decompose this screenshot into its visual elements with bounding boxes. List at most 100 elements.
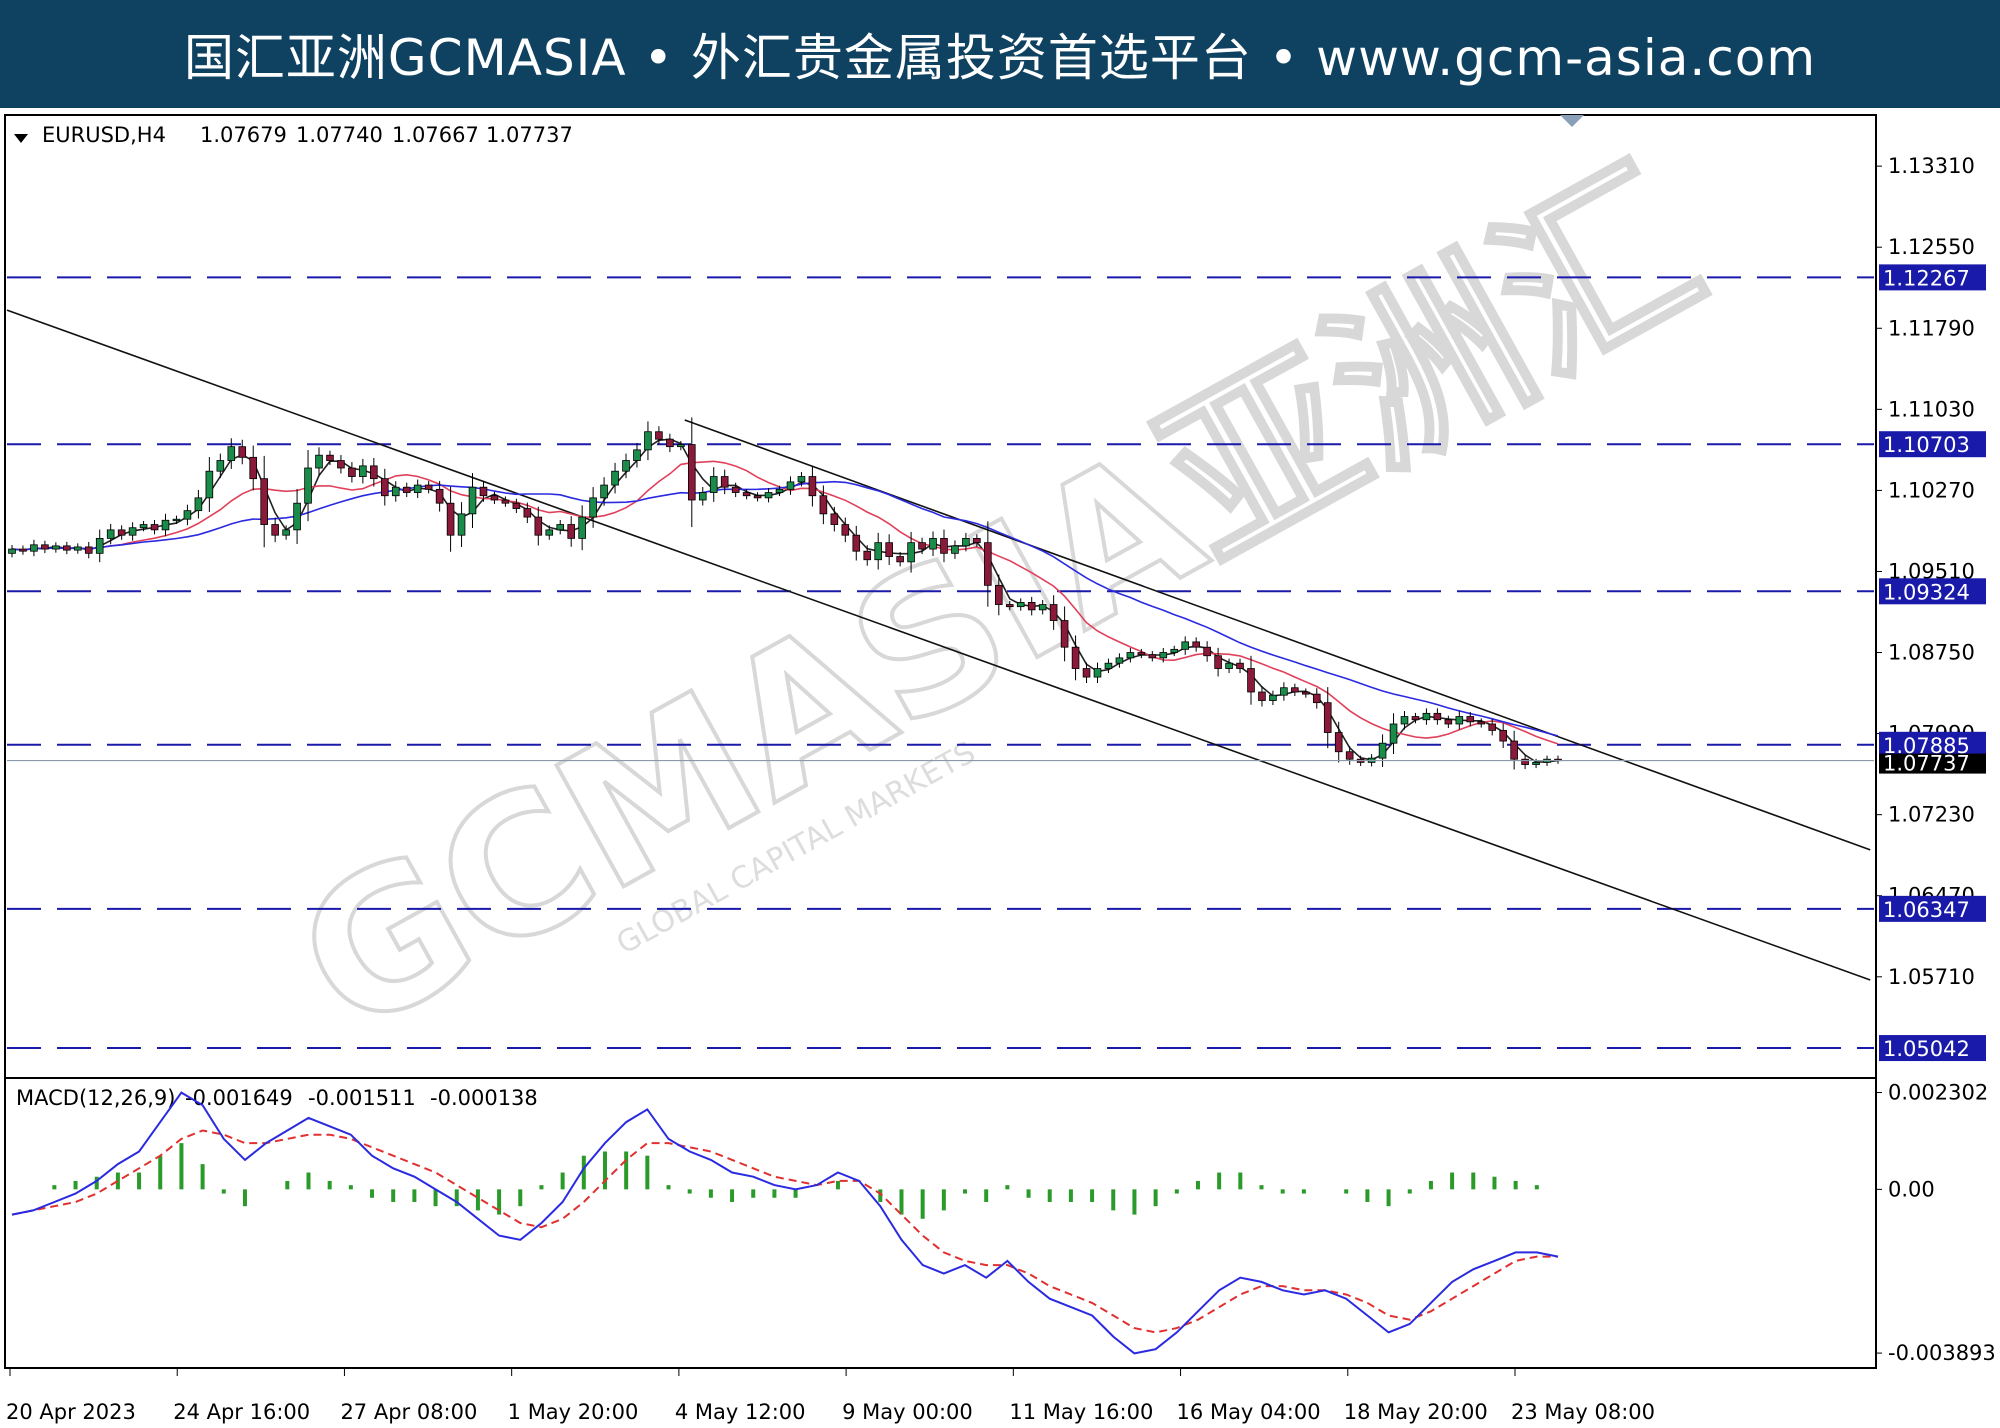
bull-candle — [172, 518, 181, 522]
price-tick-label: 1.13310 — [1888, 154, 1975, 178]
time-tick-label: 23 May 08:00 — [1511, 1400, 1655, 1424]
price-tick-label: 1.10270 — [1888, 478, 1975, 502]
level-label-box — [1879, 1035, 1986, 1062]
ohlc-low: 1.07667 — [392, 123, 479, 147]
bull-candle — [205, 470, 214, 499]
bear-candle — [260, 478, 268, 525]
price-tick-label: 1.11790 — [1888, 316, 1975, 340]
bull-candle — [139, 524, 148, 529]
price-panel — [4, 114, 1877, 1079]
bear-candle — [512, 502, 521, 509]
macd-indicator: 0.002302 0.00 -0.003893 — [11, 1081, 1996, 1365]
bear-candle — [117, 529, 126, 536]
macd-value: -0.001649 — [185, 1086, 293, 1110]
signal-line — [11, 1129, 1558, 1334]
bear-candle — [1049, 604, 1058, 621]
shift-marker-icon[interactable] — [1560, 115, 1584, 127]
time-tick-label: 1 May 20:00 — [508, 1400, 639, 1424]
bear-candle — [1334, 732, 1343, 753]
bear-candle — [84, 546, 93, 554]
ma-fast-line — [11, 438, 1559, 763]
price-axis: 1.133101.125501.117901.110301.102701.095… — [1876, 154, 1975, 989]
bear-candle — [720, 476, 729, 488]
bull-candle — [1104, 662, 1113, 669]
bull-candle — [797, 476, 806, 483]
bull-candle — [589, 497, 597, 518]
bear-candle — [1323, 702, 1332, 733]
bear-candle — [402, 486, 411, 493]
bull-candle — [907, 542, 915, 563]
bear-candle — [238, 446, 247, 458]
bear-candle — [742, 492, 751, 497]
bear-candle — [984, 542, 992, 586]
bear-candle — [896, 556, 904, 563]
bear-candle — [1510, 740, 1518, 760]
bull-candle — [183, 510, 192, 520]
bull-candle — [962, 537, 970, 547]
bull-candle — [1016, 601, 1025, 608]
bull-candle — [73, 546, 82, 551]
bear-candle — [1488, 723, 1497, 731]
level-label-box — [1879, 731, 1986, 758]
bear-candle — [19, 548, 27, 552]
ohlc-high: 1.07740 — [296, 123, 383, 147]
bear-candle — [1291, 687, 1299, 693]
bull-candle — [1225, 662, 1233, 669]
bear-candle — [1499, 730, 1507, 742]
bull-candle — [161, 519, 170, 531]
time-tick-label: 27 Apr 08:00 — [340, 1400, 477, 1424]
bear-candle — [1192, 641, 1200, 648]
price-tick-label: 1.12550 — [1888, 235, 1975, 259]
bull-candle — [293, 502, 301, 531]
dropdown-triangle-icon[interactable] — [14, 134, 28, 143]
ma-slow-line — [11, 480, 1559, 737]
current-price-label: 1.07737 — [1883, 752, 1970, 776]
bull-candle — [315, 454, 323, 469]
bear-candle — [1312, 693, 1321, 704]
bull-candle — [1181, 641, 1190, 650]
bull-candle — [95, 537, 104, 554]
level-label-box — [1879, 264, 1986, 291]
bear-candle — [1444, 719, 1453, 725]
channel-lower-line — [6, 309, 1871, 981]
bull-candle — [951, 545, 959, 554]
bull-candle — [457, 513, 466, 536]
bull-candle — [764, 492, 773, 499]
level-label-box — [1879, 895, 1986, 922]
bull-candle — [106, 529, 115, 539]
bull-candle — [30, 544, 38, 552]
bear-candle — [1060, 620, 1069, 648]
bear-candle — [523, 508, 532, 518]
level-label: 1.12267 — [1883, 266, 1970, 290]
signal-value: -0.001511 — [308, 1086, 416, 1110]
bull-candle — [929, 537, 937, 550]
bear-candle — [1005, 604, 1014, 608]
bull-candle — [8, 548, 16, 554]
bull-candle — [600, 484, 608, 499]
level-label-box — [1879, 431, 1986, 458]
bear-candle — [918, 542, 926, 550]
level-label: 1.06347 — [1883, 898, 1970, 922]
header-banner: 国汇亚洲GCMASIA • 外汇贵金属投资首选平台 • www.gcm-asia… — [0, 0, 2000, 108]
bull-candle — [578, 516, 586, 539]
candlesticks — [8, 417, 1562, 770]
level-label-box — [1879, 578, 1986, 605]
bear-candle — [150, 524, 159, 531]
macd-line — [11, 1091, 1559, 1355]
macd-header: MACD(12,26,9) — [16, 1086, 176, 1110]
bull-candle — [775, 488, 784, 493]
bear-candle — [370, 465, 378, 480]
bear-candle — [1302, 691, 1310, 695]
bull-candle — [786, 481, 795, 490]
bear-candle — [819, 495, 828, 515]
bear-candle — [1433, 712, 1442, 721]
ohlc-open: 1.07679 — [200, 123, 287, 147]
bull-candle — [468, 486, 477, 515]
current-price: 1.07737 — [7, 752, 1986, 776]
bear-candle — [63, 545, 71, 551]
bear-candle — [490, 495, 499, 501]
time-tick-label: 20 Apr 2023 — [6, 1400, 136, 1424]
bear-candle — [1345, 751, 1354, 760]
bull-candle — [874, 542, 882, 561]
bear-candle — [863, 550, 872, 561]
